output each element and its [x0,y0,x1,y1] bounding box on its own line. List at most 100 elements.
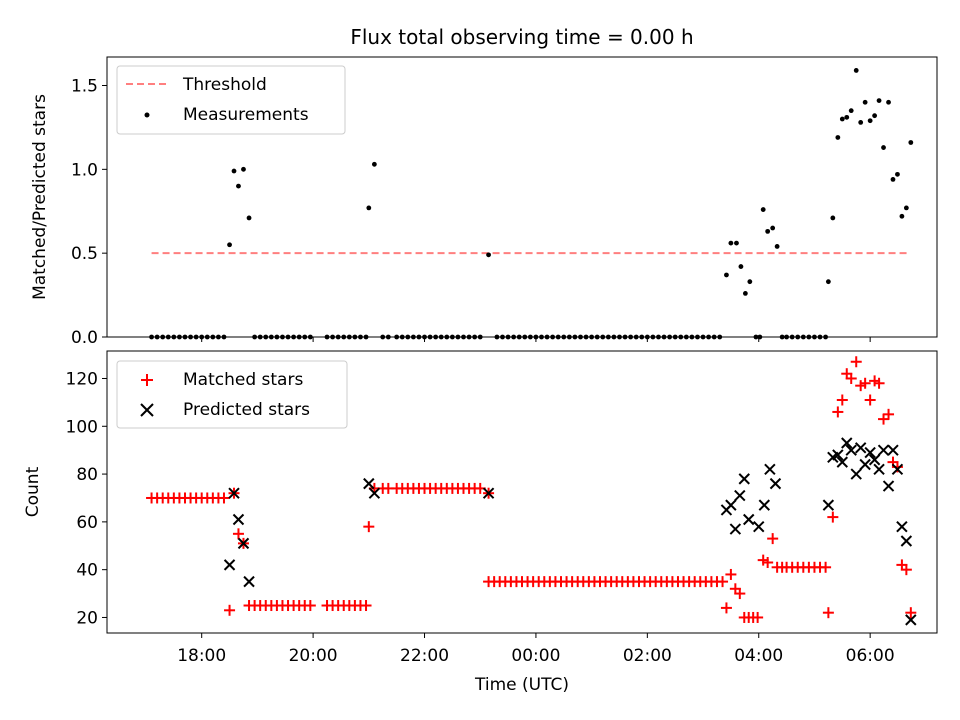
x-tick-label: 22:00 [400,646,449,666]
predicted-star-point [738,473,750,485]
matched-star-point [725,568,737,580]
predicted-star-point [769,477,782,490]
measurement-point [867,118,873,124]
matched-star-point [850,356,862,368]
predicted-star-point [764,463,776,476]
predicted-star-point [734,489,746,502]
legend-measurements-swatch [144,112,150,118]
measurement-point [844,114,850,120]
predicted-star-point [891,463,904,476]
x-tick-label: 18:00 [177,646,226,666]
matched-star-point [883,408,895,420]
top-y-tick-label: 0.0 [71,328,98,348]
matched-star-point [734,588,746,600]
chart-title: Flux total observing time = 0.00 h [350,25,693,49]
predicted-star-point [864,446,876,459]
matched-star-point [762,557,774,568]
bottom-y-tick-label: 80 [76,465,98,485]
top-plot-frame [106,56,938,338]
predicted-star-point [868,454,881,466]
matched-star-point [873,377,885,389]
matched-star-point [224,604,236,616]
predicted-star-point [873,463,885,476]
predicted-star-point [729,523,742,535]
matched-star-point [720,602,732,614]
matched-star-point [820,561,832,573]
matched-star-point [845,372,857,384]
measurement-point [848,108,854,114]
predicted-star-point [228,487,240,499]
measurement-point [738,264,744,269]
measurement-point [890,176,896,182]
predicted-star-point [822,499,835,511]
matched-star-point [900,564,912,576]
matched-star-point [232,528,244,540]
measurement-point [839,116,845,122]
x-tick-label: 04:00 [734,646,783,666]
matched-star-point [717,576,729,588]
bottom-y-tick-label: 100 [66,417,98,437]
top-y-tick-label: 0.5 [71,244,98,264]
bottom-plot-frame [106,350,938,634]
bottom-y-tick-label: 60 [76,513,98,533]
measurement-point [227,242,232,248]
matched-star-point [878,413,890,425]
measurement-point [830,215,836,221]
predicted-star-point [882,480,895,492]
measurement-point [246,215,252,221]
measurement-point [486,252,491,258]
measurement-point [899,213,905,219]
measurement-point [236,183,241,189]
matched-star-point [905,607,917,619]
matched-star-point [752,611,764,623]
predicted-star-point [758,499,771,511]
bottom-legend: Matched stars Predicted stars [116,360,348,429]
predicted-star-point [243,575,255,588]
predicted-star-point [845,444,857,456]
top-legend-box [116,65,346,135]
predicted-star-point [854,442,867,454]
x-axis-label: Time (UTC) [474,675,569,695]
matched-star-point [822,607,834,619]
measurement-point [724,272,729,278]
predicted-star-point [743,513,755,526]
predicted-star-point [725,499,737,511]
predicted-star-point [368,487,381,499]
legend-predicted-swatch [140,403,154,417]
legend-predicted-label: Predicted stars [183,400,310,420]
measurement-point [371,161,377,167]
legend-matched-label: Matched stars [183,370,303,390]
measurement-point [886,99,891,105]
predicted-star-point [832,449,844,461]
predicted-star-point [850,468,862,480]
predicted-star-point [223,559,236,571]
bottom-panel: 20 40 60 80 100 120 18:00 20:00 22:00 00:00 02:00… [23,350,938,695]
measurement-point [742,291,748,296]
measurement-point [895,171,900,177]
predicted-star-point [900,535,913,547]
legend-measurements-label: Measurements [183,105,309,125]
measurement-point [908,140,914,145]
measurement-point [747,279,753,285]
predicted-star-point [859,458,871,471]
matched-star-point [827,511,839,523]
measurement-point [760,207,766,212]
predicted-star-point [363,477,375,490]
measurement-point [825,279,831,285]
measurement-point [734,240,739,246]
x-tick-label: 06:00 [846,646,895,666]
matched-star-point [218,492,230,504]
measurement-point [858,119,864,125]
matched-star-point [363,521,375,533]
x-tick-label: 20:00 [289,646,338,666]
predicted-star-point [232,513,245,526]
top-panel: Flux total observing time = 0.00 h 0.0 0.… [30,25,938,348]
predicted-star-point [896,520,908,533]
predicted-star-point [836,456,849,468]
predicted-star-point [841,437,853,449]
matched-star-point [836,394,848,406]
measurement-point [853,68,859,73]
predicted-star-point [482,487,495,499]
measurement-point [366,205,372,211]
